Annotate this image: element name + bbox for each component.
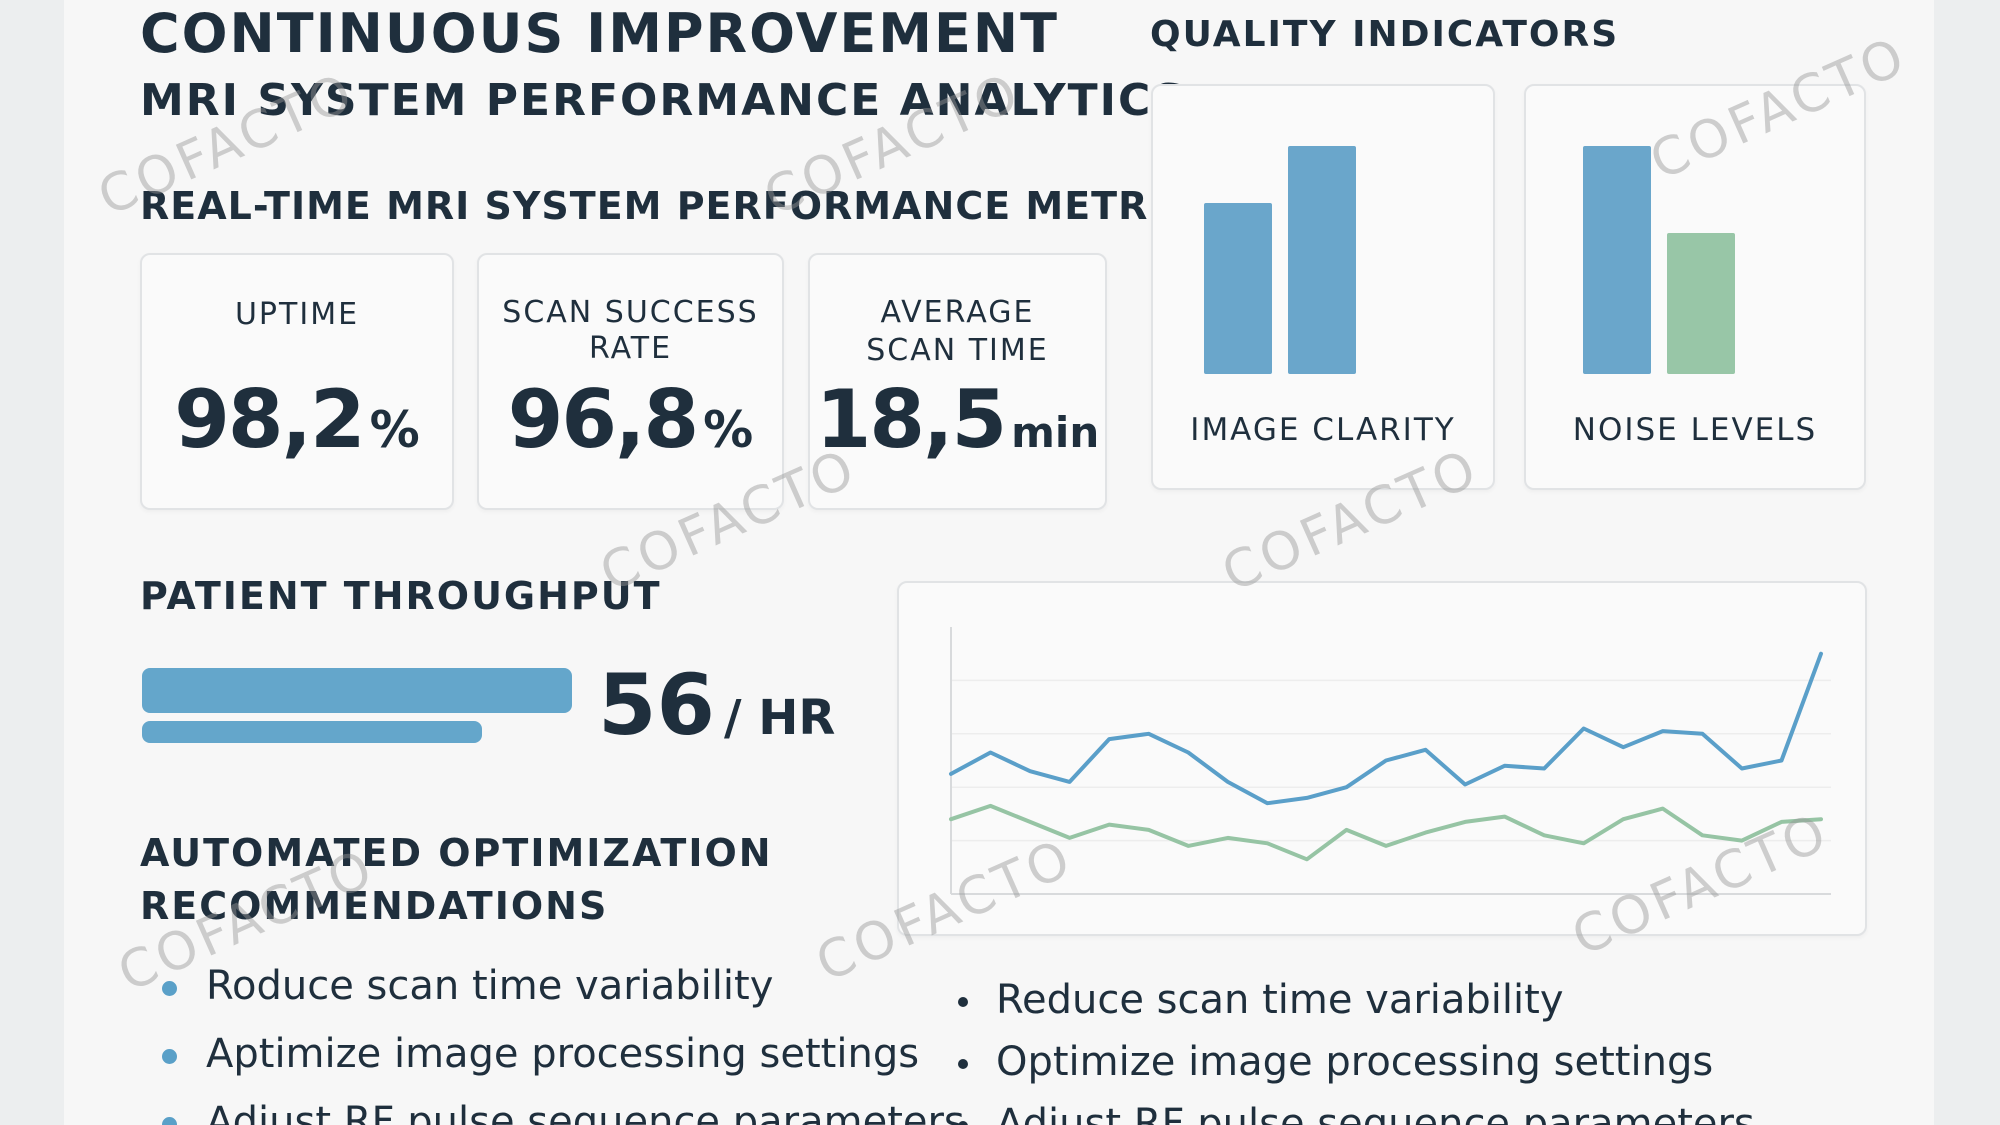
recommendation-text: Reduce scan time variability: [996, 977, 1564, 1023]
recommendation-text: Roduce scan time variability: [206, 963, 774, 1009]
bullet-icon: [162, 1049, 177, 1064]
uptime-unit: %: [369, 401, 420, 459]
avg-scan-time-label-line1: AVERAGE: [880, 295, 1035, 330]
bullet-icon: [958, 997, 968, 1007]
trend-series-line-2: [949, 803, 1823, 862]
recommendation-item: Adjust RF pulse sequence parameters: [954, 1101, 1755, 1125]
noise-levels-bar-2: [1667, 233, 1735, 374]
uptime-number: 98,2: [174, 373, 365, 466]
throughput-value: 56 / HR: [598, 656, 835, 754]
bullet-icon: [958, 1121, 968, 1125]
uptime-card: UPTIME 98,2%: [140, 253, 454, 510]
page-title: CONTINUOUS IMPROVEMENT: [140, 2, 1059, 65]
avg-scan-time-label-line2: SCAN TIME: [866, 333, 1049, 368]
bullet-icon: [958, 1059, 968, 1069]
recommendation-item: Optimize image processing settings: [954, 1039, 1755, 1101]
recommendation-text: Adjust RF pulse sequence parameters: [996, 1101, 1755, 1125]
bullet-icon: [162, 1117, 177, 1125]
uptime-value: 98,2%: [142, 373, 452, 466]
avg-scan-time-unit: min: [1011, 408, 1100, 457]
scan-success-label-line2: RATE: [588, 331, 673, 366]
trend-series-line-1: [949, 651, 1823, 806]
trend-chart: [949, 627, 1831, 895]
scan-success-label-line1: SCAN SUCCESS: [502, 295, 759, 330]
quality-section-title: QUALITY INDICATORS: [1150, 14, 1620, 55]
avg-scan-time-card: AVERAGE SCAN TIME 18,5 min: [808, 253, 1107, 510]
image-clarity-label: IMAGE CLARITY: [1190, 412, 1456, 448]
throughput-number: 56: [598, 656, 715, 754]
scan-success-unit: %: [703, 401, 754, 459]
recommendation-item: Aptimize image processing settings: [140, 1031, 965, 1099]
scan-success-card: SCAN SUCCESS RATE 96,8%: [477, 253, 784, 510]
recommendations-title-line1: AUTOMATED OPTIMIZATION: [140, 831, 773, 875]
recommendation-item: Roduce scan time variability: [140, 963, 965, 1031]
recommendations-list-right: Reduce scan time variability Optimize im…: [954, 977, 1755, 1125]
avg-scan-time-value: 18,5 min: [810, 373, 1105, 466]
image-clarity-bar-1: [1204, 203, 1272, 374]
noise-levels-card: NOISE LEVELS: [1524, 84, 1866, 490]
dashboard-page: CONTINUOUS IMPROVEMENT MRI SYSTEM PERFOR…: [64, 0, 1934, 1125]
scan-success-value: 96,8%: [479, 373, 782, 466]
page-subtitle: MRI SYSTEM PERFORMANCE ANALYTICS: [140, 75, 1187, 126]
bullet-icon: [162, 981, 177, 996]
noise-levels-label: NOISE LEVELS: [1572, 412, 1818, 448]
recommendation-text: Optimize image processing settings: [996, 1039, 1714, 1085]
recommendations-title-line2: RECOMMENDATIONS: [140, 884, 609, 928]
recommendation-text: Adiust RF pulse sequence parameters: [206, 1099, 965, 1125]
recommendation-text: Aptimize image processing settings: [206, 1031, 920, 1077]
avg-scan-time-number: 18,5: [815, 373, 1007, 466]
metrics-section-title: REAL-TIME MRI SYSTEM PERFORMANCE METRICS: [140, 184, 1222, 228]
throughput-bar-secondary: [142, 721, 482, 743]
scan-success-number: 96,8: [507, 373, 699, 466]
uptime-label: UPTIME: [234, 297, 360, 332]
image-clarity-bar-2: [1288, 146, 1356, 374]
trend-chart-card: [897, 581, 1867, 936]
throughput-bar-primary: [142, 668, 572, 713]
throughput-section-title: PATIENT THROUGHPUT: [140, 574, 662, 618]
recommendations-list-left: Roduce scan time variability Aptimize im…: [140, 963, 965, 1125]
recommendation-item: Reduce scan time variability: [954, 977, 1755, 1039]
noise-levels-bar-1: [1583, 146, 1651, 374]
throughput-unit: / HR: [724, 690, 836, 746]
recommendation-item: Adiust RF pulse sequence parameters: [140, 1099, 965, 1125]
image-clarity-card: IMAGE CLARITY: [1151, 84, 1495, 490]
